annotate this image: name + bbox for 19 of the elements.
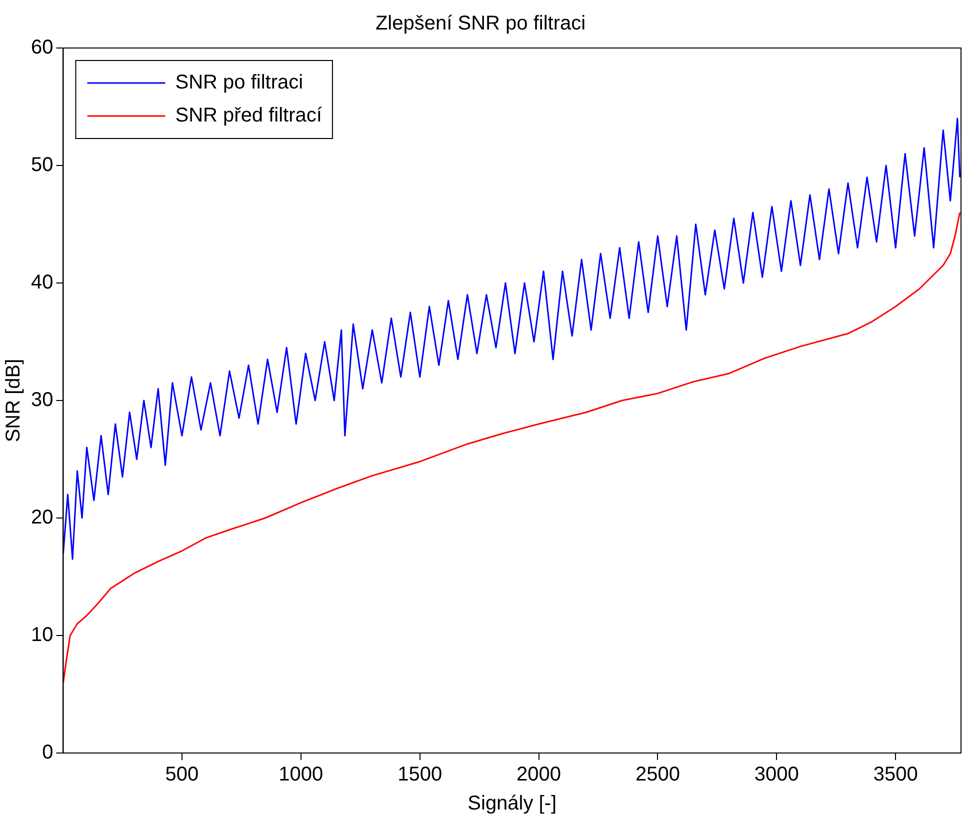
x-tick-label: 500	[165, 764, 199, 786]
y-tick-label: 10	[30, 624, 54, 646]
x-tick-label: 2000	[516, 764, 562, 786]
y-tick-label: 30	[30, 389, 54, 412]
x-tick-label: 2500	[635, 764, 680, 786]
x-tick-label: 3000	[754, 764, 799, 786]
y-tick-label: 60	[30, 36, 54, 59]
y-tick-label: 40	[30, 272, 54, 294]
x-tick-label: 3500	[873, 764, 918, 786]
legend-label: SNR po filtraci	[175, 72, 304, 94]
x-tick-label: 1000	[278, 764, 324, 786]
y-axis-title: SNR [dB]	[2, 358, 25, 442]
legend-label: SNR před filtrací	[175, 104, 322, 127]
chart-title: Zlepšení SNR po filtraci	[375, 12, 586, 35]
y-tick-label: 0	[42, 742, 54, 764]
x-tick-label: 1500	[398, 764, 442, 786]
y-tick-label: 50	[30, 154, 54, 176]
x-axis-title: Signály [-]	[468, 792, 557, 815]
y-tick-label: 20	[30, 506, 54, 529]
